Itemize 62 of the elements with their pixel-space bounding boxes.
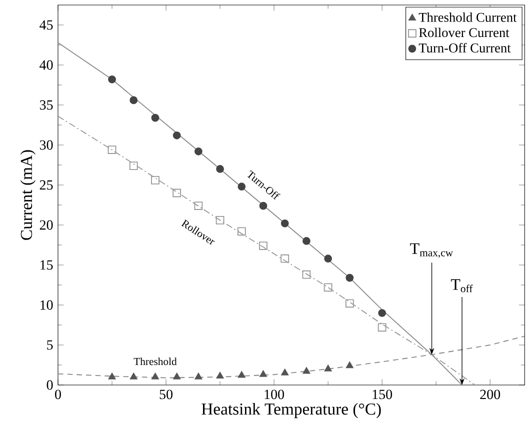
point [130, 96, 138, 104]
point [238, 182, 246, 191]
point [129, 162, 138, 170]
point [302, 367, 310, 374]
y-tick-label: 5 [47, 340, 53, 350]
point [378, 309, 386, 317]
point [216, 372, 224, 379]
y-tick-label: 25 [40, 180, 53, 190]
point [108, 146, 116, 154]
point [152, 372, 159, 380]
point [324, 364, 332, 372]
y-tick-label: 10 [40, 300, 53, 310]
point [108, 75, 116, 84]
x-tick-label: 200 [480, 390, 500, 400]
y-tick-label: 0 [46, 380, 53, 390]
legend-label: Rollover Current [418, 28, 510, 38]
x-tick-label: 150 [372, 390, 392, 400]
point [194, 147, 202, 156]
point [194, 202, 203, 210]
point [259, 202, 268, 210]
x-tick-label: 50 [160, 390, 172, 400]
point [280, 254, 290, 263]
point [281, 368, 289, 376]
point [302, 270, 311, 279]
annotation: T$_{off}$ [450, 279, 473, 292]
point [238, 371, 246, 378]
point [173, 372, 181, 380]
x-tick-label: 0 [55, 390, 61, 400]
point [172, 131, 181, 140]
y-tick-label: 15 [40, 260, 53, 270]
point [280, 219, 289, 228]
point [346, 362, 354, 368]
point [378, 323, 386, 332]
y-tick-label: 35 [40, 100, 53, 110]
y-axis-title: Current (mA) [20, 150, 36, 240]
point [130, 372, 138, 380]
point [151, 176, 160, 184]
point [194, 372, 202, 380]
legend-label: Turn-Off Current [418, 42, 511, 53]
x-axis-title: Heatsink Temperature (°C) [202, 402, 381, 418]
y-tick-label: 40 [40, 60, 53, 70]
point [324, 254, 332, 263]
annotation: T$_{max,cw}$ [410, 243, 454, 258]
y-tick-label: 30 [40, 140, 53, 150]
annotation: Threshold [134, 358, 177, 366]
point [260, 370, 267, 377]
point [216, 165, 224, 173]
line-series [58, 116, 476, 386]
point [216, 216, 224, 224]
x-tick-label: 100 [264, 390, 284, 400]
legend-label: Threshold Current [418, 12, 517, 22]
point [172, 188, 182, 198]
point [302, 237, 310, 245]
point [345, 299, 354, 308]
point [237, 227, 246, 236]
y-tick-label: 45 [40, 20, 53, 30]
y-tick-label: 20 [40, 220, 53, 230]
point [259, 242, 268, 250]
point [346, 274, 354, 282]
point [151, 114, 160, 122]
point [324, 283, 332, 292]
point [108, 372, 116, 380]
